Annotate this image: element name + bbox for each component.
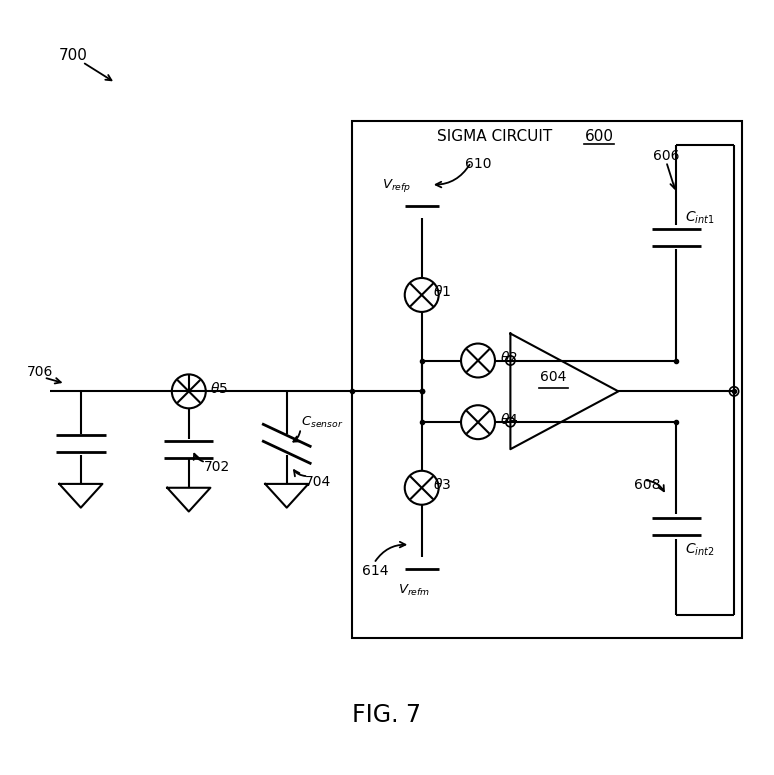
Text: 610: 610: [465, 157, 491, 170]
Text: 604: 604: [540, 370, 567, 384]
Text: 702: 702: [204, 460, 231, 474]
Text: $\theta$4: $\theta$4: [499, 412, 518, 426]
Text: 606: 606: [653, 149, 680, 163]
Text: 608: 608: [634, 478, 660, 492]
Text: $\theta$1: $\theta$1: [433, 284, 451, 299]
Text: 700: 700: [60, 48, 88, 64]
Text: $V_{refm}$: $V_{refm}$: [398, 583, 430, 598]
Text: $\theta$5: $\theta$5: [211, 381, 228, 396]
Text: 706: 706: [27, 365, 53, 379]
Text: 600: 600: [584, 129, 614, 144]
Text: $C_{int2}$: $C_{int2}$: [686, 541, 715, 558]
Text: 614: 614: [362, 564, 389, 578]
Text: 704: 704: [305, 475, 331, 489]
Text: $\theta$2: $\theta$2: [499, 350, 518, 365]
Text: $V_{refp}$: $V_{refp}$: [382, 177, 412, 194]
Text: $\theta$3: $\theta$3: [433, 477, 451, 492]
Text: FIG. 7: FIG. 7: [352, 703, 422, 727]
Text: $C_{sensor}$: $C_{sensor}$: [300, 415, 343, 430]
FancyBboxPatch shape: [352, 122, 741, 638]
Text: $C_{int1}$: $C_{int1}$: [686, 209, 715, 226]
Text: SIGMA CIRCUIT: SIGMA CIRCUIT: [437, 129, 553, 144]
